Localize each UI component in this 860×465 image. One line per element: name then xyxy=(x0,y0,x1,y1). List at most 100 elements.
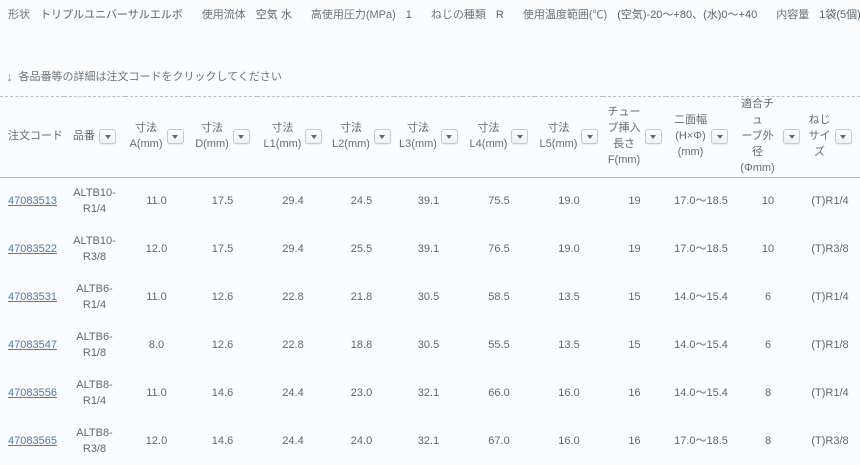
order-code-link[interactable]: 47083565 xyxy=(8,434,57,447)
dimension-cell: 24.4 xyxy=(282,434,304,447)
filter-button[interactable] xyxy=(305,129,323,145)
column-label: チュー ブ挿入 長さ F(mm) xyxy=(607,105,641,166)
dimension-cell: 67.0 xyxy=(488,434,510,447)
dimension-cell: 13.5 xyxy=(558,290,580,303)
table-row: 47083565 ALTB8-R3/8 12.0 14.6 24.4 24.0 32.1… xyxy=(0,417,860,465)
filter-button[interactable] xyxy=(581,129,599,145)
dimension-cell: 19 xyxy=(628,194,641,207)
column-label: 寸法 L4(mm) xyxy=(469,121,508,150)
filter-button[interactable] xyxy=(166,129,184,145)
spec-bar: 形状 トリプルユニバーサルエルボ 使用流体 空気 水 高使用圧力(MPa) 1 … xyxy=(0,0,860,22)
column-label: 寸法 A(mm) xyxy=(129,121,163,150)
item-code: ALTB8-R3/8 xyxy=(76,426,113,456)
filter-button[interactable] xyxy=(783,129,800,145)
filter-dropdown-icon xyxy=(716,134,723,139)
filter-dropdown-icon xyxy=(516,134,523,139)
column-label: 寸法 L5(mm) xyxy=(539,121,578,150)
order-code-link[interactable]: 47083556 xyxy=(8,386,57,399)
dimension-cell: 15 xyxy=(628,338,641,351)
filter-dropdown-icon xyxy=(104,134,111,139)
table-row: 47083547 ALTB6-R1/8 8.0 12.6 22.8 18.8 30.5 5… xyxy=(0,321,860,369)
filter-dropdown-icon xyxy=(788,134,795,139)
dimension-cell: 16 xyxy=(628,434,641,447)
dimension-cell: 19.0 xyxy=(558,194,580,207)
spec-item: 内容量 1袋(5個) xyxy=(776,6,860,22)
column-label: 二面幅 (H×Φ) (mm) xyxy=(674,113,707,158)
dimension-cell: 24.5 xyxy=(350,194,373,207)
spec-item: 使用流体 空気 水 xyxy=(202,6,292,22)
column-header: チュー ブ挿入 長さ F(mm) xyxy=(603,97,666,178)
spec-value: R xyxy=(495,9,504,21)
filter-button[interactable] xyxy=(440,129,458,145)
dimension-cell: 19 xyxy=(628,242,641,255)
dimension-cell: 11.0 xyxy=(146,386,167,399)
filter-dropdown-icon xyxy=(310,134,317,139)
filter-button[interactable] xyxy=(511,129,529,145)
filter-button[interactable] xyxy=(711,129,728,145)
dimension-cell: 32.1 xyxy=(417,434,440,447)
dimension-cell: 10 xyxy=(761,242,775,255)
spec-item: ねじの種類 R xyxy=(431,6,504,22)
filter-button[interactable] xyxy=(232,129,250,145)
dimension-cell: 39.1 xyxy=(417,194,440,207)
column-header: 寸法 L5(mm) xyxy=(535,97,603,178)
column-label: 注文コード xyxy=(8,129,63,142)
column-header: 寸法 L3(mm) xyxy=(394,97,463,178)
column-header: 注文コード xyxy=(0,97,64,178)
dimension-cell: 11.0 xyxy=(146,194,167,207)
filter-button[interactable] xyxy=(373,129,391,145)
filter-dropdown-icon xyxy=(379,134,386,139)
order-code-link[interactable]: 47083531 xyxy=(8,290,57,303)
spec-item: 使用温度範囲(℃) (空気)-20～+80、(水)0～+40 xyxy=(523,6,757,22)
dimension-cell: 10 xyxy=(761,194,775,207)
dimension-cell: 6 xyxy=(764,338,772,351)
dimension-cell: 24.4 xyxy=(282,386,304,399)
spec-value: (空気)-20～+80、(水)0～+40 xyxy=(617,9,758,21)
dimension-cell: 19.0 xyxy=(558,242,580,255)
spec-label: 内容量 xyxy=(776,9,810,21)
order-code-cell: 47083522 xyxy=(0,225,64,273)
dimension-cell: 22.8 xyxy=(282,290,304,303)
dimension-cell: (T)R1/4 xyxy=(811,194,849,207)
column-label: 寸法 L3(mm) xyxy=(399,121,437,150)
dimension-cell: (T)R1/4 xyxy=(811,290,849,303)
item-code: ALTB10-R3/8 xyxy=(73,234,116,264)
order-code-cell: 47083565 xyxy=(0,417,64,465)
dimension-cell: 12.0 xyxy=(145,242,168,255)
filter-dropdown-icon xyxy=(650,134,656,139)
item-code: ALTB8-R1/4 xyxy=(76,378,113,408)
dimension-cell: 17.5 xyxy=(211,194,234,207)
dimension-cell: 8 xyxy=(764,434,772,447)
spec-value: 1袋(5個) xyxy=(819,9,860,21)
filter-button[interactable] xyxy=(834,129,852,145)
filter-button[interactable] xyxy=(644,129,662,145)
column-header: 二面幅 (H×Φ) (mm) xyxy=(666,97,736,178)
order-code-link[interactable]: 47083513 xyxy=(8,194,57,207)
filter-dropdown-icon xyxy=(586,134,593,139)
dimension-cell: 58.5 xyxy=(488,290,510,303)
order-code-link[interactable]: 47083522 xyxy=(8,242,57,255)
table-row: 47083556 ALTB8-R1/4 11.0 14.6 24.4 23.0 32.1… xyxy=(0,369,860,417)
order-code-cell: 47083547 xyxy=(0,321,64,369)
filter-button[interactable] xyxy=(99,129,116,145)
dimension-cell: 14.0～15.4 xyxy=(674,338,728,351)
order-code-link[interactable]: 47083547 xyxy=(8,338,57,351)
dimension-cell: 24.0 xyxy=(350,434,373,447)
spec-value: トリプルユニバーサルエルボ xyxy=(40,9,183,21)
dimension-cell: 12.0 xyxy=(145,434,168,447)
dimension-cell: 23.0 xyxy=(350,386,373,399)
table-row: 47083531 ALTB6-R1/4 11.0 12.6 22.8 21.8 30.5… xyxy=(0,273,860,321)
column-header: ねじ サイズ xyxy=(800,97,860,178)
spec-item: 形状 トリプルユニバーサルエルボ xyxy=(8,6,183,22)
dimension-cell: 30.5 xyxy=(417,338,440,351)
table-row: 47083513 ALTB10-R1/4 11.0 17.5 29.4 24.5 39.… xyxy=(0,177,860,225)
spec-value: 1 xyxy=(405,9,412,21)
column-label: 寸法 D(mm) xyxy=(195,121,229,150)
dimension-cell: 17.0～18.5 xyxy=(674,194,728,207)
dimension-cell: 14.0～15.4 xyxy=(674,386,728,399)
dimension-cell: 14.6 xyxy=(211,386,234,399)
dimension-cell: 17.0～18.5 xyxy=(674,242,728,255)
column-label: 適合チュ ーブ外径 (Φmm) xyxy=(740,98,775,174)
dimension-cell: 8.0 xyxy=(148,338,165,351)
spec-label: ねじの種類 xyxy=(430,9,486,21)
